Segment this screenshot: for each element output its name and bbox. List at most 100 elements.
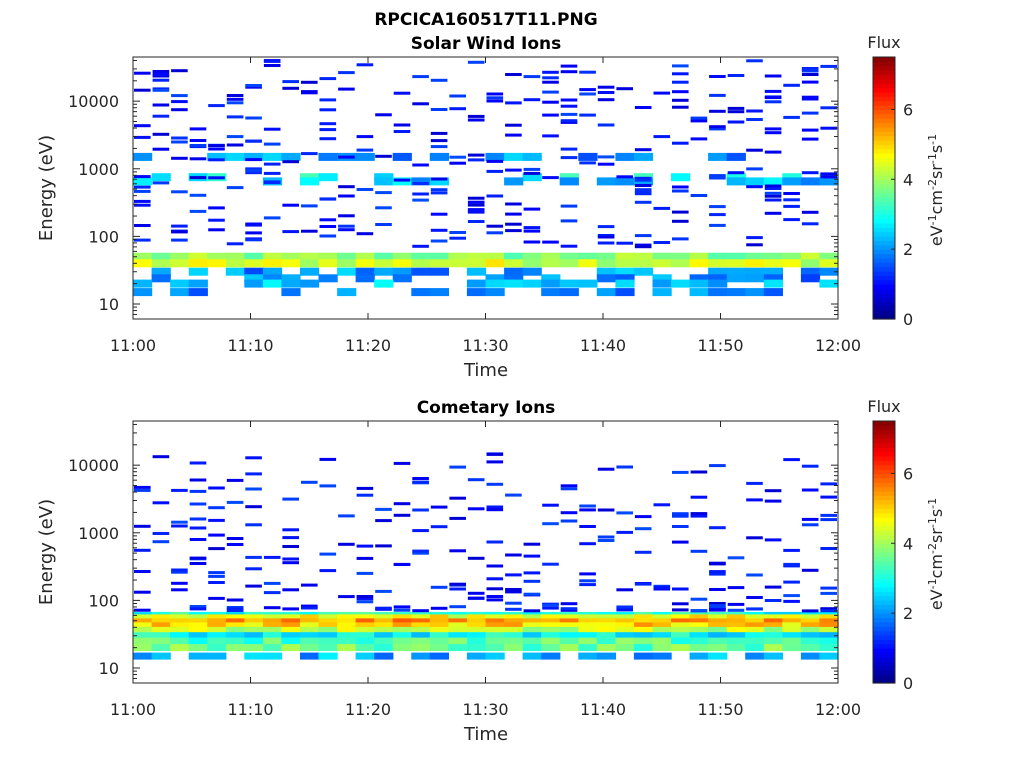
colorbar-segment xyxy=(873,617,895,623)
flux-cell xyxy=(244,626,264,634)
flux-cell xyxy=(708,288,728,297)
flux-cell xyxy=(764,150,782,154)
colorbar-segment xyxy=(873,310,895,316)
flux-cell xyxy=(596,644,616,652)
flux-cell xyxy=(301,604,318,608)
flux-cell xyxy=(133,632,153,640)
flux-cell xyxy=(338,71,355,75)
flux-cell xyxy=(559,279,579,288)
x-tick-label: 12:00 xyxy=(815,336,861,355)
flux-cell xyxy=(505,202,522,206)
flux-cell xyxy=(541,279,561,288)
flux-cell xyxy=(523,579,541,583)
flux-cell xyxy=(449,236,466,240)
flux-cell xyxy=(448,622,468,630)
flux-cell xyxy=(579,504,596,508)
flux-cell xyxy=(764,599,782,602)
flux-cell xyxy=(560,519,578,523)
flux-cell xyxy=(782,644,802,652)
colorbar-segment xyxy=(873,621,895,627)
flux-cell xyxy=(374,279,394,288)
flux-cell xyxy=(152,103,170,107)
flux-cell xyxy=(486,595,504,598)
flux-cell xyxy=(782,622,802,630)
flux-cell xyxy=(171,190,188,194)
flux-cell xyxy=(801,80,819,84)
colorbar-segment xyxy=(873,490,895,496)
flux-cell xyxy=(689,618,709,626)
flux-cell xyxy=(763,626,783,634)
flux-cell xyxy=(245,472,262,476)
flux-cell xyxy=(449,155,466,159)
flux-cell xyxy=(411,632,431,640)
flux-cell xyxy=(467,591,485,595)
flux-cell xyxy=(300,652,320,660)
flux-cell xyxy=(763,614,783,622)
flux-cell xyxy=(579,583,596,587)
flux-cell xyxy=(542,70,559,74)
flux-cell xyxy=(727,110,745,114)
flux-cell xyxy=(689,288,709,297)
flux-cell xyxy=(485,632,505,640)
flux-cell xyxy=(245,84,262,87)
flux-cell xyxy=(134,224,151,227)
flux-cell xyxy=(134,199,151,203)
flux-cell xyxy=(393,461,411,465)
flux-cell xyxy=(560,156,578,160)
flux-cell xyxy=(171,230,188,234)
unit-exponent: -1 xyxy=(926,134,939,145)
flux-cell xyxy=(633,259,654,268)
flux-cell xyxy=(485,618,505,626)
flux-cell xyxy=(486,99,504,103)
flux-cell xyxy=(709,608,726,611)
colorbar-segment xyxy=(873,447,895,453)
flux-cell xyxy=(449,107,466,111)
flux-cell xyxy=(281,637,301,645)
flux-cell xyxy=(411,622,431,630)
flux-cell xyxy=(559,637,579,645)
flux-cell xyxy=(171,140,188,144)
flux-cell xyxy=(429,267,449,276)
flux-cell xyxy=(522,632,542,640)
flux-cell xyxy=(708,614,728,622)
flux-cell xyxy=(633,622,654,630)
flux-cell xyxy=(263,127,281,131)
colorbar-tick-label: 2 xyxy=(903,240,913,259)
flux-cell xyxy=(726,152,746,161)
flux-cell xyxy=(449,582,466,586)
flux-cell xyxy=(411,637,431,645)
flux-cell xyxy=(819,618,839,626)
flux-cell xyxy=(764,585,782,589)
colorbar-segment xyxy=(873,196,895,202)
flux-cell xyxy=(152,532,170,535)
flux-cell xyxy=(523,167,541,171)
flux-cell xyxy=(337,632,357,640)
flux-cell xyxy=(189,139,207,142)
flux-cell xyxy=(226,500,244,504)
flux-cell xyxy=(579,161,596,165)
flux-cell xyxy=(337,288,357,297)
flux-cell xyxy=(189,157,207,161)
flux-cell xyxy=(392,632,412,640)
flux-cell xyxy=(560,511,578,515)
flux-cell xyxy=(188,259,208,268)
flux-cell xyxy=(318,173,338,182)
flux-cell xyxy=(801,517,819,521)
flux-cell xyxy=(467,196,485,200)
flux-cell xyxy=(226,242,244,246)
flux-cell xyxy=(596,626,616,634)
colorbar-segment xyxy=(873,639,895,645)
flux-cell xyxy=(652,622,672,630)
flux-cell xyxy=(449,496,466,500)
flux-cell xyxy=(800,626,821,634)
flux-cell xyxy=(578,626,598,634)
flux-cell xyxy=(133,288,153,297)
flux-cell xyxy=(208,596,225,600)
flux-cell xyxy=(338,228,355,232)
flux-cell xyxy=(597,155,615,159)
flux-cell xyxy=(188,637,208,645)
unit-base: s xyxy=(927,509,946,517)
flux-cell xyxy=(319,137,337,141)
flux-cell xyxy=(578,652,598,660)
colorbar-segment xyxy=(873,469,895,474)
